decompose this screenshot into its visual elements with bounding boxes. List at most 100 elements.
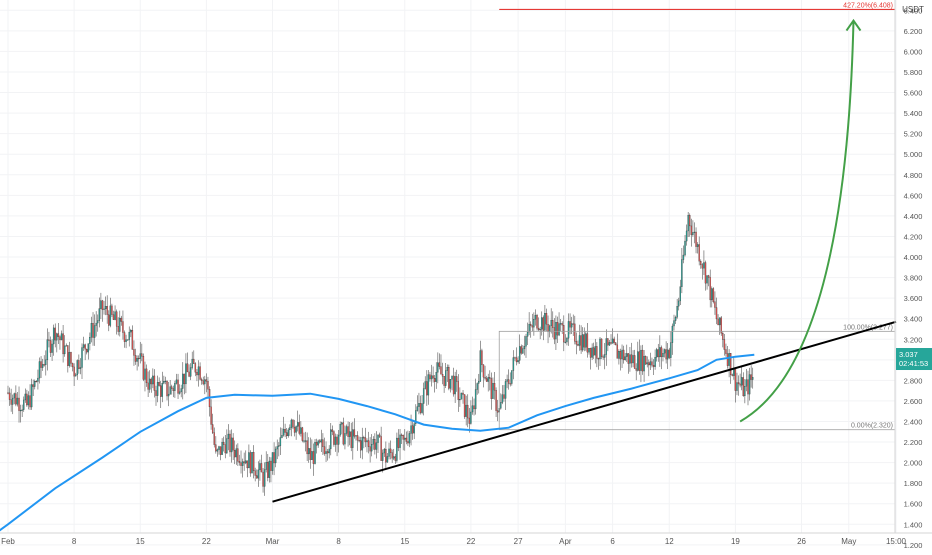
candle-body (182, 373, 184, 389)
time-tick-label: Feb (1, 537, 15, 546)
candle-body (602, 356, 604, 358)
candle-body (375, 442, 378, 450)
candle-body (155, 390, 157, 396)
price-tick-label: 2.400 (904, 417, 923, 426)
candle-body (570, 323, 573, 328)
candle-body (156, 382, 159, 396)
time-tick-label: 27 (514, 537, 523, 546)
candle-body (52, 327, 55, 345)
candle-body (687, 215, 689, 232)
candle-body (481, 350, 483, 366)
candle-body (733, 368, 735, 376)
candle-body (256, 475, 258, 479)
candle-body (177, 379, 179, 394)
candle-body (539, 329, 541, 331)
candle-body (465, 404, 467, 417)
candle-body (73, 366, 75, 377)
time-tick-label: 26 (797, 537, 806, 546)
candle-body (427, 374, 430, 396)
candle-body (399, 434, 401, 448)
candle-body (241, 461, 244, 466)
candle-body (131, 330, 134, 350)
candle-body (446, 367, 448, 371)
candle-body (548, 325, 551, 332)
candle-body (380, 436, 382, 461)
candle-body (433, 378, 436, 382)
candle-body (160, 385, 162, 397)
candle-body (319, 440, 321, 443)
candle-body (552, 320, 554, 328)
candle-body (144, 368, 146, 380)
candle-body (290, 419, 293, 428)
candle-body (87, 343, 89, 353)
candle-body (263, 469, 266, 487)
candle-body (547, 324, 549, 332)
time-tick-label: 12 (665, 537, 674, 546)
candle-body (555, 322, 557, 340)
time-axis[interactable]: Feb 8 15 22 Mar 8 15 22 27 Apr 6 12 19 26 May 15:00 (0, 532, 932, 546)
candle-body (270, 460, 272, 471)
candle-body (171, 386, 173, 389)
candle-body (323, 446, 326, 454)
candle-body (605, 338, 607, 355)
candle-body (180, 388, 182, 393)
candle-body (393, 456, 395, 459)
candle-body (48, 339, 50, 341)
candle-body (139, 353, 141, 359)
candle-body (95, 322, 97, 326)
time-tick-label: 22 (466, 537, 475, 546)
candle-body (377, 434, 379, 443)
candle-body (196, 371, 198, 376)
candle-body (109, 305, 112, 326)
candle-body (690, 225, 693, 235)
candle-body (641, 349, 644, 372)
candle-body (487, 377, 489, 382)
candle-body (304, 440, 307, 442)
price-tick-label: 3.600 (904, 294, 923, 303)
candle-body (136, 358, 138, 362)
candle-body (463, 394, 466, 417)
candle-body (542, 317, 545, 331)
candle-body (137, 358, 140, 360)
candle-body (210, 406, 212, 425)
candle-body (611, 338, 614, 344)
candle-body (251, 451, 253, 474)
candle-body (701, 264, 704, 269)
candle-body (531, 325, 533, 328)
candle-body (344, 433, 346, 445)
candle-body (559, 323, 562, 325)
candle-body (40, 361, 42, 368)
candle-body (259, 463, 261, 471)
candle-body (575, 340, 578, 345)
candle-body (293, 426, 296, 433)
candle-body (586, 333, 589, 353)
candle-body (378, 434, 381, 437)
candle-body (287, 429, 289, 437)
candle-body (226, 438, 228, 454)
candle-body (615, 342, 617, 346)
candle-body (260, 463, 263, 473)
candle-body (748, 374, 751, 395)
candle-body (41, 364, 44, 368)
candle-body (243, 461, 245, 464)
candle-body (741, 377, 743, 386)
candle-body (268, 460, 271, 478)
candle-body (681, 259, 683, 287)
time-tick-label: 8 (72, 537, 77, 546)
candle-body (566, 338, 568, 343)
candle-body (627, 353, 630, 364)
candle-body (404, 437, 406, 440)
candle-body (330, 429, 332, 450)
candle-body (744, 385, 746, 397)
candle-body (526, 331, 529, 337)
candle-body (632, 355, 634, 364)
candle-body (633, 355, 636, 369)
candle-body (649, 361, 652, 366)
candle-body (704, 262, 707, 284)
candle-body (13, 393, 15, 399)
candle-body (597, 358, 600, 360)
candle-body (583, 334, 585, 348)
candle-body (600, 338, 603, 357)
